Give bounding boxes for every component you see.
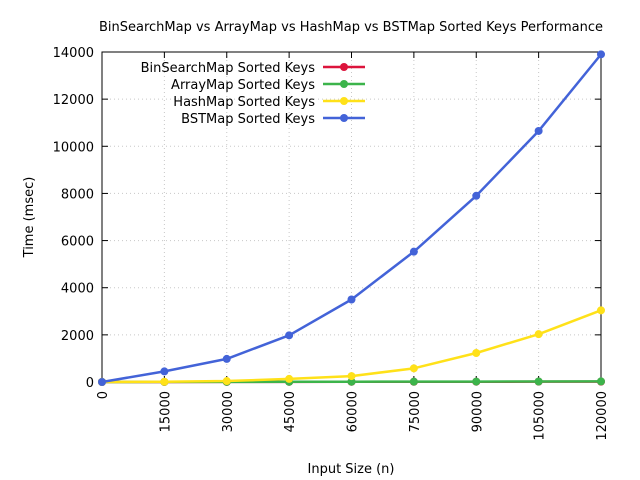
- series-line: [101, 309, 602, 384]
- data-point: [222, 354, 231, 363]
- x-axis-label: Input Size (n): [308, 462, 395, 477]
- data-point: [98, 378, 106, 386]
- x-tick-label: 15000: [158, 391, 173, 432]
- y-tick-label: 10000: [53, 140, 94, 155]
- data-point: [285, 331, 294, 340]
- series-2: [98, 306, 605, 386]
- legend-entry-2: HashMap Sorted Keys: [173, 95, 365, 110]
- data-point: [160, 367, 169, 376]
- y-tick-label: 2000: [61, 329, 94, 344]
- data-point: [409, 247, 418, 256]
- y-tick-label: 6000: [61, 235, 94, 250]
- legend: BinSearchMap Sorted Keys ArrayMap Sorted …: [141, 61, 365, 127]
- data-point: [222, 377, 231, 386]
- legend-swatch-point: [340, 97, 348, 105]
- legend-entry-0: BinSearchMap Sorted Keys: [141, 61, 365, 76]
- y-tick-label: 4000: [61, 282, 94, 297]
- data-point: [597, 306, 605, 315]
- legend-swatch-point: [340, 80, 348, 88]
- data-point: [160, 377, 169, 386]
- data-point: [472, 377, 481, 386]
- data-point: [472, 349, 481, 358]
- series-group: [98, 50, 605, 386]
- data-point: [347, 377, 356, 386]
- data-point: [285, 374, 294, 383]
- legend-label: ArrayMap Sorted Keys: [171, 78, 315, 93]
- y-tick-label: 0: [86, 376, 94, 391]
- x-tick-label: 0: [96, 391, 111, 399]
- x-tick-label: 60000: [346, 391, 361, 432]
- chart-title: BinSearchMap vs ArrayMap vs HashMap vs B…: [99, 20, 603, 35]
- x-tick-label: 75000: [408, 391, 423, 432]
- legend-label: BinSearchMap Sorted Keys: [141, 61, 316, 76]
- data-point: [534, 330, 543, 339]
- legend-entry-1: ArrayMap Sorted Keys: [171, 78, 365, 93]
- data-point: [347, 295, 356, 304]
- y-tick-label: 8000: [61, 187, 94, 202]
- data-point: [534, 377, 543, 386]
- data-point: [347, 372, 356, 381]
- legend-swatch-point: [340, 63, 348, 71]
- data-point: [597, 50, 605, 59]
- x-ticks: 0 15000 30000 45000 60000 75000 90000 105000 120…: [96, 52, 610, 441]
- legend-label: HashMap Sorted Keys: [173, 95, 315, 110]
- series-3: [98, 50, 605, 386]
- data-point: [409, 364, 418, 373]
- legend-swatch-point: [340, 114, 348, 122]
- x-tick-label: 30000: [221, 391, 236, 432]
- x-tick-label: 45000: [283, 391, 298, 432]
- y-ticks: 0 2000 4000 6000 8000 10000 12000 14000: [53, 46, 601, 391]
- y-tick-label: 12000: [53, 93, 94, 108]
- y-axis-label: Time (msec): [22, 177, 37, 259]
- legend-entry-3: BSTMap Sorted Keys: [181, 112, 365, 127]
- x-tick-label: 90000: [470, 391, 485, 432]
- legend-label: BSTMap Sorted Keys: [181, 112, 315, 127]
- data-point: [472, 191, 481, 200]
- data-point: [534, 126, 543, 135]
- data-point: [409, 377, 418, 386]
- x-tick-label: 105000: [533, 391, 548, 441]
- x-tick-label: 120000: [595, 391, 610, 441]
- data-point: [597, 377, 605, 386]
- y-tick-label: 14000: [53, 46, 94, 61]
